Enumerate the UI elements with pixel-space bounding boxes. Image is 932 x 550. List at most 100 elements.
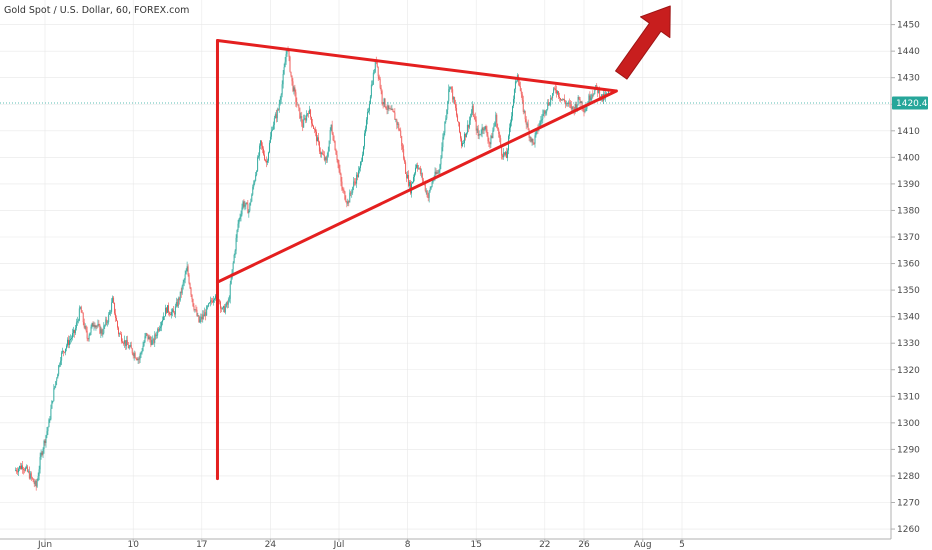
candle-body [331,124,333,134]
candle-body [123,340,125,344]
candle-body [125,340,127,347]
candle-body [328,140,330,151]
candle-body [535,131,537,136]
candle-body [478,134,480,136]
candle-body [572,106,574,110]
candle-body [347,201,349,204]
candle-body [463,133,465,143]
candle-body [206,306,208,316]
y-axis-bg [891,0,932,550]
x-tick-label: 15 [470,540,481,550]
candle-body [466,124,468,133]
candle-body [302,123,304,128]
candle-body [51,400,53,409]
candle-body [208,303,210,307]
candle-body [29,473,31,479]
candle-body [575,103,577,109]
candle-body [256,171,258,175]
candle-body [23,469,25,471]
candle-body [500,138,502,147]
candle-body [255,174,257,181]
candle-body [414,167,416,174]
candle-body [169,312,170,315]
candle-body [214,298,215,300]
candle-body [132,353,134,357]
candle-body [41,452,43,455]
candle-body [539,121,541,127]
candle-body [452,89,454,100]
candle-body [16,470,18,472]
x-tick-label: Jul [333,540,345,550]
candle-body [396,119,398,125]
candle-body [586,104,588,109]
y-axis: 1260 1270 1280 1290 1300 1310 1320 1330 1340 1350… [890,0,932,550]
candle-body [140,352,142,355]
candle-body [526,123,528,125]
x-axis-bg [0,539,932,550]
candle-body [373,71,375,73]
candle-body [276,109,278,119]
candle-body [127,344,129,349]
candle-body [344,191,346,200]
candle-body [79,307,81,309]
candle-body [451,86,453,90]
candle-body [219,301,221,309]
candle-body [47,427,49,432]
candle-body [439,164,441,171]
candle-body [413,177,414,182]
candle-body [363,146,364,155]
y-tick-label: 1340 [897,313,920,323]
candle-body [497,127,499,130]
candle-body [469,116,471,121]
candle-body [426,190,428,198]
candle-body [141,350,143,353]
candle-body [81,312,83,314]
candle-body [15,470,17,471]
candle-body [374,60,376,72]
candle-body [101,329,103,335]
candle-body [170,311,172,316]
candle-body [136,358,138,361]
candle-body [112,297,114,303]
candle-body [191,294,193,299]
candle-body [245,202,247,206]
candle-body [267,160,268,163]
candle-body [522,100,524,112]
candle-body [503,152,505,158]
candle-body [135,358,137,359]
candle-body [388,105,390,109]
candle-body [233,254,235,263]
candle-body [362,154,363,162]
candle-body [94,325,96,328]
candle-body [251,194,253,202]
candle-body [95,325,97,328]
candle-body [224,306,226,313]
candle-body [150,339,152,346]
candle-body [164,316,166,317]
candle-body [291,75,293,82]
candle-body [354,181,356,183]
candle-body [402,146,404,150]
candle-body [106,319,108,323]
candle-body [187,266,189,275]
y-tick-label: 1360 [897,260,920,270]
candle-body [471,105,473,114]
annotations [215,5,671,481]
candle-body [594,89,596,95]
candle-body [406,173,408,179]
candle-body [258,155,260,158]
candle-body [440,157,442,165]
candle-body [404,158,406,163]
candle-body [557,91,558,94]
candle-body [545,111,547,114]
candle-body [77,320,79,322]
candle-body [226,302,228,305]
candle-body [540,120,542,122]
candle-body [318,141,320,152]
candle-body [392,109,394,112]
candle-body [588,95,590,105]
candle-body [43,440,45,450]
candle-body [263,148,264,155]
candle-body [49,419,51,421]
candle-body [360,161,362,169]
